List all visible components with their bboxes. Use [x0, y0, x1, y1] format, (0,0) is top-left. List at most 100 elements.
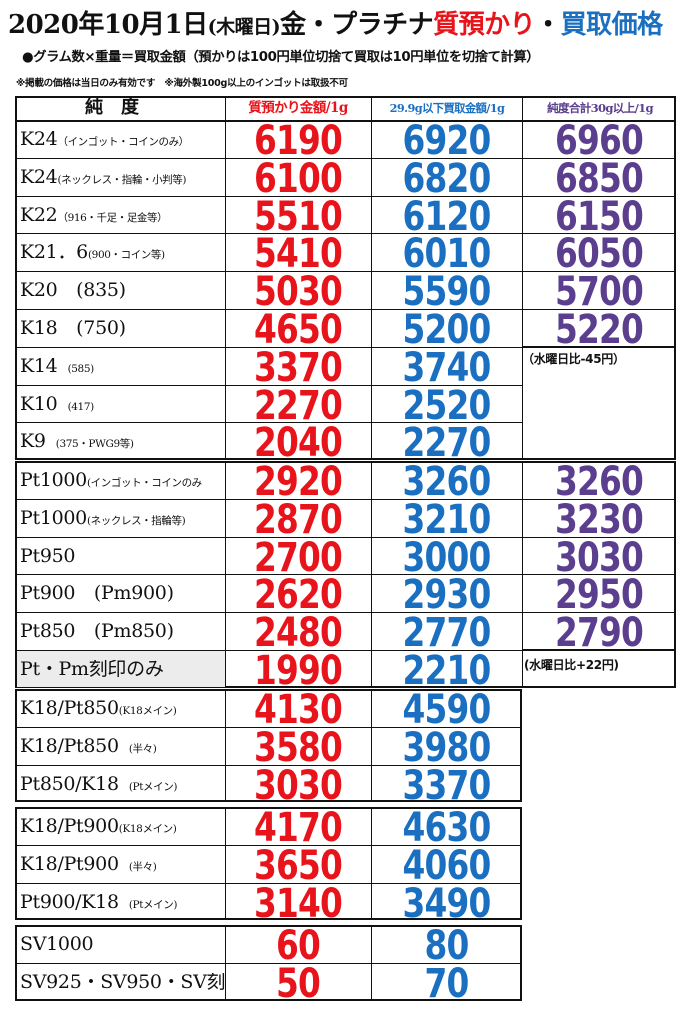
pawn-price: 2700 [253, 534, 343, 581]
grade-detail: (900・コイン等) [87, 249, 165, 262]
grade-detail: (半々) [118, 742, 157, 755]
buyback-price: 3210 [402, 496, 491, 543]
platinum-row-label: Pt1000(インゴット・コインのみ [20, 471, 225, 490]
buyback-price: 2770 [402, 610, 491, 657]
buyback-price: 5590 [402, 269, 491, 316]
metal-grade: Pt900/K18 [20, 892, 119, 912]
pawn-price: 2620 [253, 572, 343, 619]
grade-detail: (K18メイン) [118, 704, 177, 717]
bulk-price: 5220 [554, 307, 644, 353]
gold-row-divider [15, 195, 676, 197]
buyback-price: 3980 [402, 724, 491, 771]
pawn-price: 1990 [253, 648, 343, 694]
metal-grade: K18/Pt900 [20, 854, 119, 874]
buyback-price: 6010 [402, 231, 491, 278]
grade-detail: (Ptメイン) [118, 780, 178, 793]
grade-detail: (インゴット・コインのみ [86, 476, 202, 489]
gold-row-divider [15, 422, 522, 424]
metal-grade: Pt950 [20, 546, 76, 566]
pawn-price: 5030 [253, 269, 343, 316]
column-header-buyback: 29.9g以下買取金額/1g [389, 101, 505, 115]
pawn-price: 2480 [253, 610, 343, 657]
gold-row-divider [15, 233, 676, 235]
gold-row-label: K20 (835) [20, 281, 225, 300]
gold-row-label: K9 (375・PWG9等) [20, 432, 225, 451]
metal-grade: SV925・SV950・SV刻印 [20, 972, 225, 992]
grade-detail: （916・千足・足金等） [57, 211, 168, 224]
metal-grade: K14 [20, 356, 58, 376]
header-divider [225, 96, 226, 122]
silver-row-label: SV1000 [20, 935, 225, 954]
gold-row-label: K24(ネックレス・指輪・小判等) [20, 168, 225, 187]
title-date: 2020年10月1日 [8, 10, 208, 40]
buyback-price: 80 [424, 923, 469, 969]
metal-grade: Pt・Pm刻印のみ [20, 659, 164, 679]
title-dot: ・ [535, 10, 561, 40]
gold-row-label: K24（インゴット・コインのみ） [20, 130, 225, 149]
metal-grade: K18/Pt850 [20, 736, 119, 756]
platinum-row-divider [15, 574, 676, 576]
metal-grade: K10 [20, 394, 58, 414]
bulk-price: 3260 [554, 459, 644, 505]
platinum-row-label: Pt・Pm刻印のみ [20, 660, 225, 679]
combo850-row-label: K18/Pt850(K18メイン) [20, 699, 225, 718]
pawn-price: 6190 [253, 118, 343, 164]
gold-row-label: K14 (585) [20, 357, 225, 376]
platinum-bulk-edge [674, 461, 676, 650]
buyback-price: 6920 [402, 118, 491, 164]
platinum-row-divider [15, 498, 676, 500]
pawn-price: 2040 [253, 420, 343, 467]
pawn-price: 2920 [253, 459, 343, 505]
title-weekday: (木曜日) [207, 16, 281, 38]
gold-divider [371, 120, 372, 461]
buyback-price: 2930 [402, 572, 491, 619]
buyback-price: 2270 [402, 420, 491, 467]
platinum-highlight-cell [17, 651, 225, 687]
buyback-price: 3490 [402, 880, 491, 927]
grade-detail: (ネックレス・指輪等) [86, 514, 186, 527]
bulk-price: 2790 [554, 610, 644, 657]
gold-daily-change: （水曜日比-45円） [522, 352, 625, 366]
platinum-row-label: Pt950 [20, 547, 225, 566]
pawn-price: 3140 [253, 880, 343, 927]
pawn-price: 2870 [253, 496, 343, 543]
combo900-row-label: K18/Pt900 (半々) [20, 855, 225, 874]
pawn-price: 6100 [253, 155, 343, 202]
calculation-rule: ●グラム数×重量＝買取金額（預かりは100円単位切捨て買取は10円単位を切捨て計… [22, 50, 540, 65]
bulk-price: 3030 [554, 534, 644, 581]
silver-row-label: SV925・SV950・SV刻印 [20, 973, 225, 992]
bulk-price: 6850 [554, 155, 644, 202]
grade-detail: (ネックレス・指輪・小判等) [57, 173, 187, 186]
combo900-row-divider [15, 844, 522, 846]
buyback-price: 6820 [402, 155, 491, 202]
bulk-price: 5700 [554, 269, 644, 316]
gold-divider [522, 120, 523, 461]
metal-grade: Pt900 (Pm900) [20, 584, 174, 604]
pawn-price: 4650 [253, 307, 343, 353]
gold-row-divider [15, 271, 676, 273]
combo900-divider [371, 807, 372, 921]
platinum-row-divider [15, 650, 522, 651]
grade-detail: （インゴット・コインのみ） [57, 135, 189, 148]
platinum-daily-change: (水曜日比+22円) [524, 658, 619, 672]
combo850-section-border [15, 689, 522, 803]
buyback-price: 3260 [402, 459, 491, 505]
combo900-divider [225, 807, 226, 921]
bulk-price: 3230 [554, 496, 644, 543]
combo850-divider [225, 689, 226, 803]
metal-grade: Pt850/K18 [20, 774, 119, 794]
combo900-section-border [15, 807, 522, 921]
pawn-price: 3370 [253, 344, 343, 391]
metal-grade: K18/Pt900 [20, 816, 119, 836]
gold-row-label: K18 (750) [20, 319, 225, 338]
buyback-price: 4590 [402, 687, 491, 733]
column-header-purity: 純度 [85, 97, 157, 118]
metal-grade: K21．6 [20, 243, 88, 263]
grade-detail: (585) [57, 362, 95, 375]
gold-row-label: K22（916・千足・足金等） [20, 206, 225, 225]
combo900-row-label: Pt900/K18 (Ptメイン) [20, 893, 225, 912]
silver-row-divider [15, 962, 522, 964]
title-buyback: 買取価格 [560, 10, 664, 40]
metal-grade: K22 [20, 205, 58, 225]
pawn-price: 3580 [253, 724, 343, 771]
